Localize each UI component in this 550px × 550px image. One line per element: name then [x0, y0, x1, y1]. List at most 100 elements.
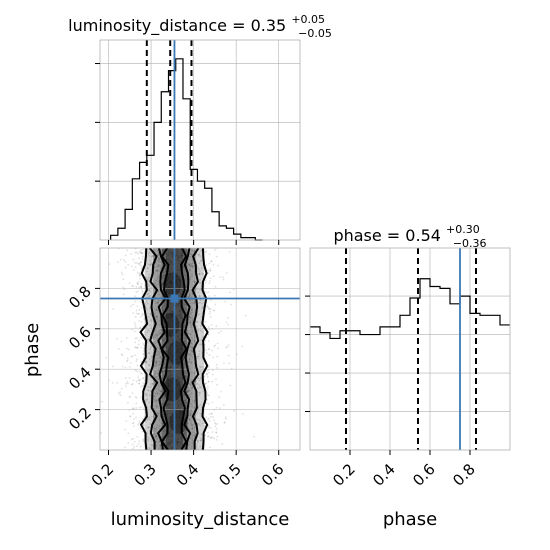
scatter-point	[157, 265, 160, 268]
scatter-point	[178, 388, 180, 391]
scatter-point	[161, 309, 164, 311]
scatter-point	[152, 254, 155, 257]
scatter-point	[196, 329, 199, 332]
scatter-point	[179, 369, 181, 372]
scatter-point	[170, 313, 173, 315]
scatter-point	[200, 366, 202, 369]
scatter-point	[153, 433, 156, 435]
scatter-point	[171, 390, 174, 393]
scatter-point	[171, 359, 174, 362]
scatter-point	[164, 430, 167, 433]
scatter-point	[224, 416, 227, 419]
scatter-point	[180, 254, 183, 257]
scatter-point	[210, 260, 213, 263]
scatter-point	[156, 315, 159, 318]
scatter-point	[179, 431, 182, 434]
phase-histogram	[310, 278, 510, 340]
scatter-point	[177, 362, 180, 365]
scatter-point	[165, 253, 168, 256]
scatter-point	[207, 308, 210, 310]
scatter-point	[168, 421, 171, 424]
scatter-point	[207, 291, 210, 294]
scatter-point	[168, 375, 171, 377]
scatter-point	[222, 276, 224, 279]
contour-left-edge	[139, 248, 149, 450]
scatter-point	[168, 315, 170, 318]
scatter-point	[154, 342, 157, 345]
scatter-point	[155, 345, 158, 348]
scatter-point	[176, 418, 179, 420]
scatter-point	[171, 314, 174, 317]
scatter-point	[168, 444, 170, 447]
scatter-point	[142, 423, 145, 426]
scatter-point	[197, 422, 199, 425]
scatter-point	[122, 278, 125, 281]
scatter-point	[182, 361, 185, 364]
scatter-point	[169, 430, 171, 433]
scatter-point	[156, 263, 159, 266]
scatter-point	[187, 422, 190, 425]
scatter-point	[162, 283, 164, 286]
scatter-point	[188, 299, 191, 302]
scatter-point	[143, 361, 146, 364]
scatter-point	[191, 387, 193, 389]
scatter-point	[118, 347, 120, 350]
scatter-point	[157, 377, 160, 380]
scatter-point	[170, 435, 172, 438]
scatter-point	[155, 279, 158, 282]
scatter-point	[200, 433, 203, 436]
scatter-point	[148, 289, 151, 292]
scatter-point	[196, 377, 199, 380]
scatter-point	[178, 278, 181, 281]
phase-title: phase = 0.54 +0.30 −0.36	[333, 218, 486, 250]
scatter-point	[203, 375, 206, 378]
scatter-point	[124, 428, 126, 431]
scatter-point	[127, 432, 130, 435]
scatter-point	[157, 253, 160, 256]
scatter-point	[156, 362, 158, 365]
scatter-point	[169, 443, 172, 446]
scatter-frame	[99, 247, 301, 451]
scatter-point	[206, 435, 209, 438]
scatter-point	[169, 263, 172, 266]
scatter-point	[172, 291, 174, 294]
scatter-point	[198, 272, 201, 275]
scatter-point	[194, 413, 197, 416]
scatter-point	[158, 270, 161, 273]
scatter-point	[208, 253, 211, 256]
scatter-point	[191, 426, 194, 429]
scatter-point	[156, 424, 159, 427]
scatter-point	[136, 364, 139, 367]
scatter-point	[177, 350, 180, 353]
scatter-point	[170, 282, 173, 285]
scatter-point	[158, 369, 160, 371]
scatter-point	[164, 337, 167, 339]
scatter-point	[190, 371, 193, 374]
ld-xtick-label: 0.3	[130, 460, 160, 490]
scatter-point	[198, 353, 201, 356]
scatter-point	[121, 365, 124, 368]
scatter-point	[142, 363, 145, 366]
scatter-point	[200, 249, 203, 252]
scatter-point	[191, 343, 194, 346]
scatter-point	[166, 403, 169, 406]
scatter-point	[170, 259, 173, 262]
scatter-point	[176, 314, 178, 317]
scatter-point	[165, 313, 168, 316]
scatter-point	[178, 314, 181, 316]
scatter-point	[191, 293, 194, 296]
scatter-point	[188, 354, 191, 357]
scatter-point	[209, 415, 212, 418]
scatter-point	[201, 272, 204, 275]
scatter-point	[204, 279, 207, 282]
scatter-point	[118, 392, 120, 395]
scatter-point	[148, 254, 151, 257]
scatter-point	[140, 360, 143, 363]
scatter-point	[139, 316, 142, 318]
scatter-point	[193, 340, 196, 343]
scatter-point	[178, 329, 181, 332]
scatter-point	[188, 255, 191, 258]
scatter-point	[139, 261, 142, 263]
scatter-point	[213, 437, 216, 440]
scatter-point	[181, 443, 183, 446]
